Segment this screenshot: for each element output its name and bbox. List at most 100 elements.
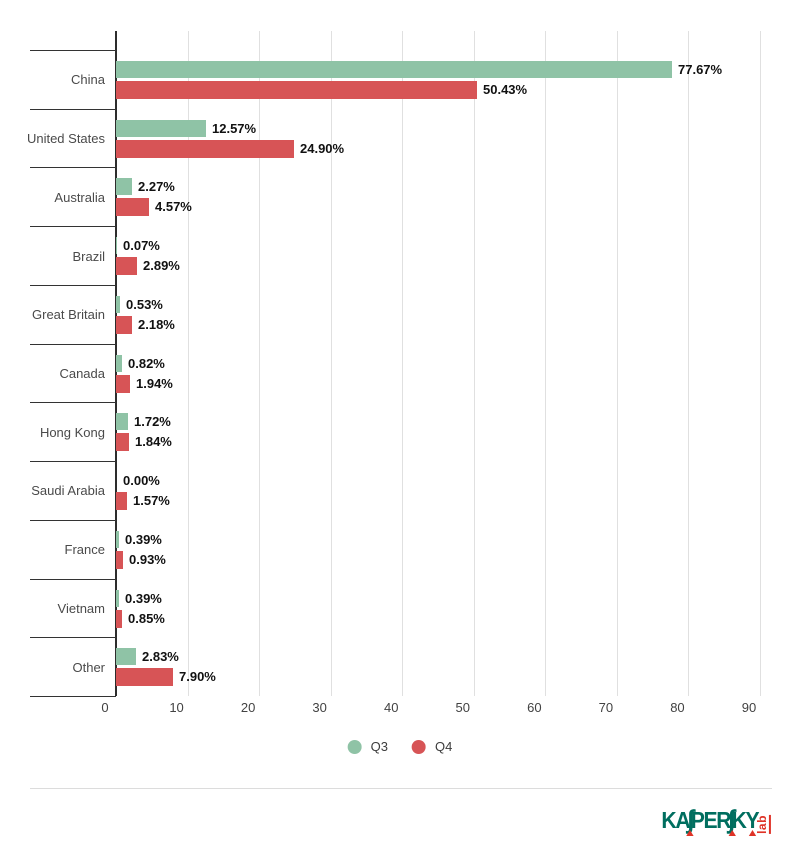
category-label: Saudi Arabia <box>31 483 105 498</box>
category-label: United States <box>26 131 105 146</box>
bar-q3-vietnam <box>116 590 119 607</box>
bar-q3-china <box>116 61 672 78</box>
chart-legend: Q3 Q4 <box>347 739 452 754</box>
stylized-s-glyph: ∫ <box>728 804 734 834</box>
gridline-x-90 <box>760 31 761 696</box>
gridline-x-10 <box>187 31 189 696</box>
x-axis-tick-label: 30 <box>312 700 327 715</box>
x-axis-tick-label: 50 <box>455 700 470 715</box>
value-label: 0.39% <box>125 591 162 606</box>
value-label: 7.90% <box>179 669 216 684</box>
logo-red-triangle <box>686 830 694 836</box>
gridline-x-20 <box>259 31 261 696</box>
bar-q4-france <box>116 551 123 569</box>
x-axis-tick-label: 0 <box>101 700 109 715</box>
bar-q3-france <box>116 531 119 548</box>
legend-item-q3: Q3 <box>347 739 388 754</box>
x-axis-tick-label: 40 <box>383 700 399 715</box>
value-label: 1.57% <box>133 493 170 508</box>
bar-q3-brazil <box>116 237 117 254</box>
category-tick <box>30 637 116 638</box>
category-label: Other <box>72 660 105 675</box>
wordmark-letters: PER <box>690 807 731 833</box>
value-label: 1.72% <box>134 414 171 429</box>
gridline-x-60 <box>545 31 547 696</box>
legend-label-q3: Q3 <box>370 739 388 754</box>
x-axis-tick-label: 10 <box>169 700 184 715</box>
value-label: 0.82% <box>128 356 165 371</box>
wordmark-letters: KY <box>731 807 759 833</box>
footer-divider <box>30 788 772 789</box>
bar-q3-hong-kong <box>116 413 128 430</box>
category-label: Hong Kong <box>39 425 105 440</box>
bar-q4-united-states <box>116 140 294 158</box>
value-label: 77.67% <box>678 62 723 77</box>
gridline-x-70 <box>616 31 618 696</box>
bar-q4-china <box>116 81 477 99</box>
value-label: 2.27% <box>138 179 175 194</box>
category-tick <box>30 461 116 462</box>
category-label: Brazil <box>72 249 105 264</box>
stylized-s-glyph: ∫ <box>687 804 693 834</box>
value-label: 24.90% <box>300 141 345 156</box>
value-label: 12.57% <box>212 121 257 136</box>
bar-q3-other <box>116 648 136 665</box>
category-label: China <box>71 72 105 87</box>
bar-q3-united-states <box>116 120 206 137</box>
category-label: Canada <box>59 366 105 381</box>
wordmark-letters: KA <box>661 807 690 833</box>
legend-dot-q3 <box>347 739 362 754</box>
x-axis-tick-label: 60 <box>527 700 542 715</box>
value-label: 50.43% <box>483 82 528 97</box>
kaspersky-wordmark: KA∫PER∫KY <box>661 804 759 836</box>
value-label: 2.18% <box>138 317 175 332</box>
bar-q4-hong-kong <box>116 433 129 451</box>
value-label: 2.89% <box>143 258 180 273</box>
legend-label-q4: Q4 <box>435 739 453 754</box>
bar-q3-australia <box>116 178 132 195</box>
value-label: 2.83% <box>142 649 179 664</box>
bar-q4-great-britain <box>116 316 132 334</box>
bar-q4-brazil <box>116 257 137 275</box>
legend-dot-q4 <box>412 739 426 754</box>
value-label: 1.84% <box>135 434 172 449</box>
value-label: 0.53% <box>126 297 163 312</box>
category-tick <box>30 167 116 168</box>
value-label: 0.85% <box>128 611 165 626</box>
logo-lab-label: lab <box>754 815 771 834</box>
category-tick <box>30 109 116 110</box>
gridline-x-80 <box>688 31 690 696</box>
bar-q3-great-britain <box>116 296 120 313</box>
x-axis-tick-label: 70 <box>598 700 614 715</box>
x-axis-tick-label: 90 <box>741 700 757 715</box>
value-label: 0.39% <box>125 532 162 547</box>
category-label: France <box>64 542 105 557</box>
legend-item-q4: Q4 <box>412 739 452 754</box>
bar-q4-canada <box>116 375 130 393</box>
value-label: 0.07% <box>123 238 160 253</box>
logo-lab-wrap: lab <box>755 808 778 842</box>
value-label: 0.00% <box>123 473 160 488</box>
category-tick <box>30 579 116 580</box>
category-label: Great Britain <box>32 307 105 322</box>
category-tick <box>30 402 116 403</box>
category-tick <box>30 226 116 227</box>
bar-q4-saudi-arabia <box>116 492 127 510</box>
bar-q3-canada <box>116 355 122 372</box>
logo-red-triangle <box>727 830 736 836</box>
x-axis-tick-label: 80 <box>670 700 685 715</box>
category-tick <box>30 344 116 345</box>
kaspersky-lab-logo: KA∫PER∫KY lab <box>653 806 778 842</box>
bar-q4-australia <box>116 198 149 216</box>
value-label: 1.94% <box>136 376 173 391</box>
category-tick <box>30 696 116 697</box>
category-tick <box>30 520 116 521</box>
bar-q4-vietnam <box>116 610 122 628</box>
category-tick <box>30 50 116 51</box>
category-label: Vietnam <box>57 601 105 616</box>
category-tick <box>30 285 116 286</box>
category-label: Australia <box>54 190 105 205</box>
logo-red-triangle <box>748 830 756 836</box>
value-label: 4.57% <box>155 199 192 214</box>
